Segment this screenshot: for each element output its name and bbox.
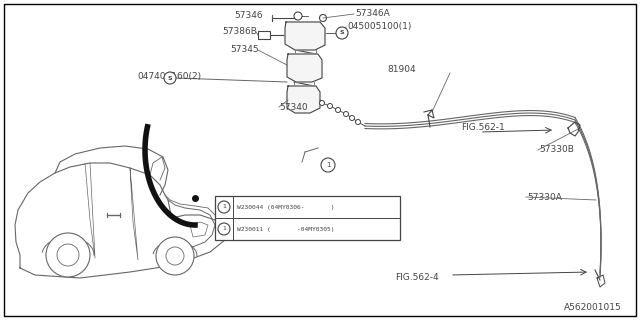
Polygon shape (287, 54, 322, 82)
Circle shape (344, 111, 349, 116)
Circle shape (321, 158, 335, 172)
Circle shape (336, 27, 348, 39)
Text: FIG.562-4: FIG.562-4 (395, 273, 438, 282)
Circle shape (164, 72, 176, 84)
Circle shape (57, 244, 79, 266)
Text: 57330A: 57330A (527, 193, 562, 202)
Text: 57386B: 57386B (222, 28, 257, 36)
Polygon shape (287, 86, 320, 113)
Circle shape (218, 223, 230, 235)
Text: FIG.562-1: FIG.562-1 (461, 123, 505, 132)
Text: 1: 1 (222, 204, 226, 210)
Circle shape (46, 233, 90, 277)
Polygon shape (285, 22, 325, 50)
Circle shape (349, 116, 355, 121)
Bar (258, 31, 270, 39)
Text: 57346A: 57346A (355, 10, 390, 19)
Text: 1: 1 (326, 162, 330, 168)
Circle shape (319, 100, 324, 106)
Text: 045005100(1): 045005100(1) (347, 22, 412, 31)
Text: 57345: 57345 (230, 45, 259, 54)
Circle shape (355, 119, 360, 124)
Text: 57346: 57346 (234, 11, 263, 20)
Text: A562001015: A562001015 (564, 303, 621, 313)
Circle shape (328, 103, 333, 108)
Circle shape (156, 237, 194, 275)
Text: 81904: 81904 (387, 66, 415, 75)
Circle shape (166, 247, 184, 265)
Text: S: S (340, 30, 344, 36)
Bar (215, 196, 400, 240)
Circle shape (319, 14, 326, 21)
Circle shape (218, 201, 230, 213)
Circle shape (294, 12, 302, 20)
Text: 57330B: 57330B (539, 146, 574, 155)
Text: W230044 (04MY0306-       ): W230044 (04MY0306- ) (237, 204, 335, 210)
Circle shape (335, 108, 340, 113)
Text: 57340: 57340 (279, 102, 308, 111)
Text: W230011 (       -04MY0305): W230011 ( -04MY0305) (237, 227, 335, 231)
Text: 1: 1 (222, 227, 226, 231)
Text: S: S (168, 76, 172, 81)
Text: 047406160(2): 047406160(2) (137, 73, 201, 82)
